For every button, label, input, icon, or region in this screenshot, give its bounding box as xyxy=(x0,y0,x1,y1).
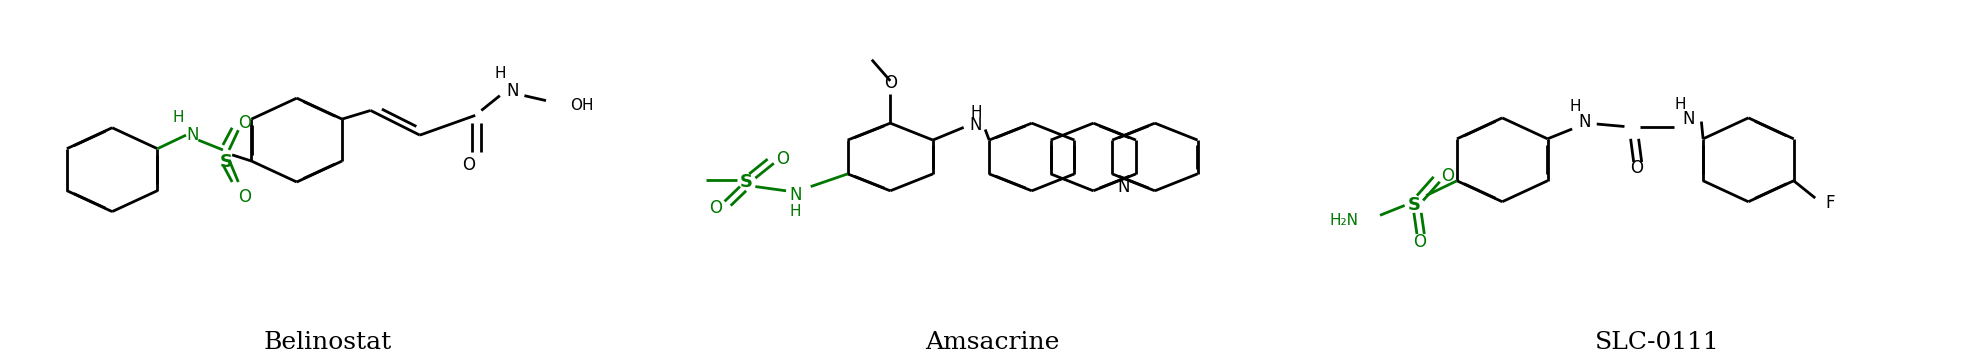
Text: O: O xyxy=(238,114,250,132)
Text: F: F xyxy=(1826,194,1836,212)
Text: O: O xyxy=(463,156,476,174)
Text: H₂N: H₂N xyxy=(1330,213,1358,228)
Text: SLC-0111: SLC-0111 xyxy=(1596,331,1719,355)
Text: N: N xyxy=(1683,110,1695,128)
Text: O: O xyxy=(883,74,897,92)
Text: H: H xyxy=(971,105,983,120)
Text: OH: OH xyxy=(570,98,594,113)
Text: H: H xyxy=(173,110,185,125)
Text: N: N xyxy=(1578,113,1590,131)
Text: N: N xyxy=(1118,178,1129,196)
Text: H: H xyxy=(1570,99,1580,114)
Text: N: N xyxy=(187,126,198,144)
Text: H: H xyxy=(494,66,506,81)
Text: O: O xyxy=(709,199,723,217)
Text: H: H xyxy=(1673,97,1685,112)
Text: O: O xyxy=(1630,160,1644,178)
Text: S: S xyxy=(1407,196,1421,214)
Text: N: N xyxy=(971,116,983,134)
Text: O: O xyxy=(1441,167,1455,185)
Text: O: O xyxy=(1413,234,1427,252)
Text: Belinostat: Belinostat xyxy=(264,331,391,355)
Text: O: O xyxy=(238,188,250,206)
Text: N: N xyxy=(790,186,802,204)
Text: O: O xyxy=(776,150,790,168)
Text: S: S xyxy=(220,153,232,171)
Text: Amsacrine: Amsacrine xyxy=(925,331,1060,355)
Text: N: N xyxy=(506,82,518,100)
Text: S: S xyxy=(740,173,752,191)
Text: H: H xyxy=(790,204,802,219)
